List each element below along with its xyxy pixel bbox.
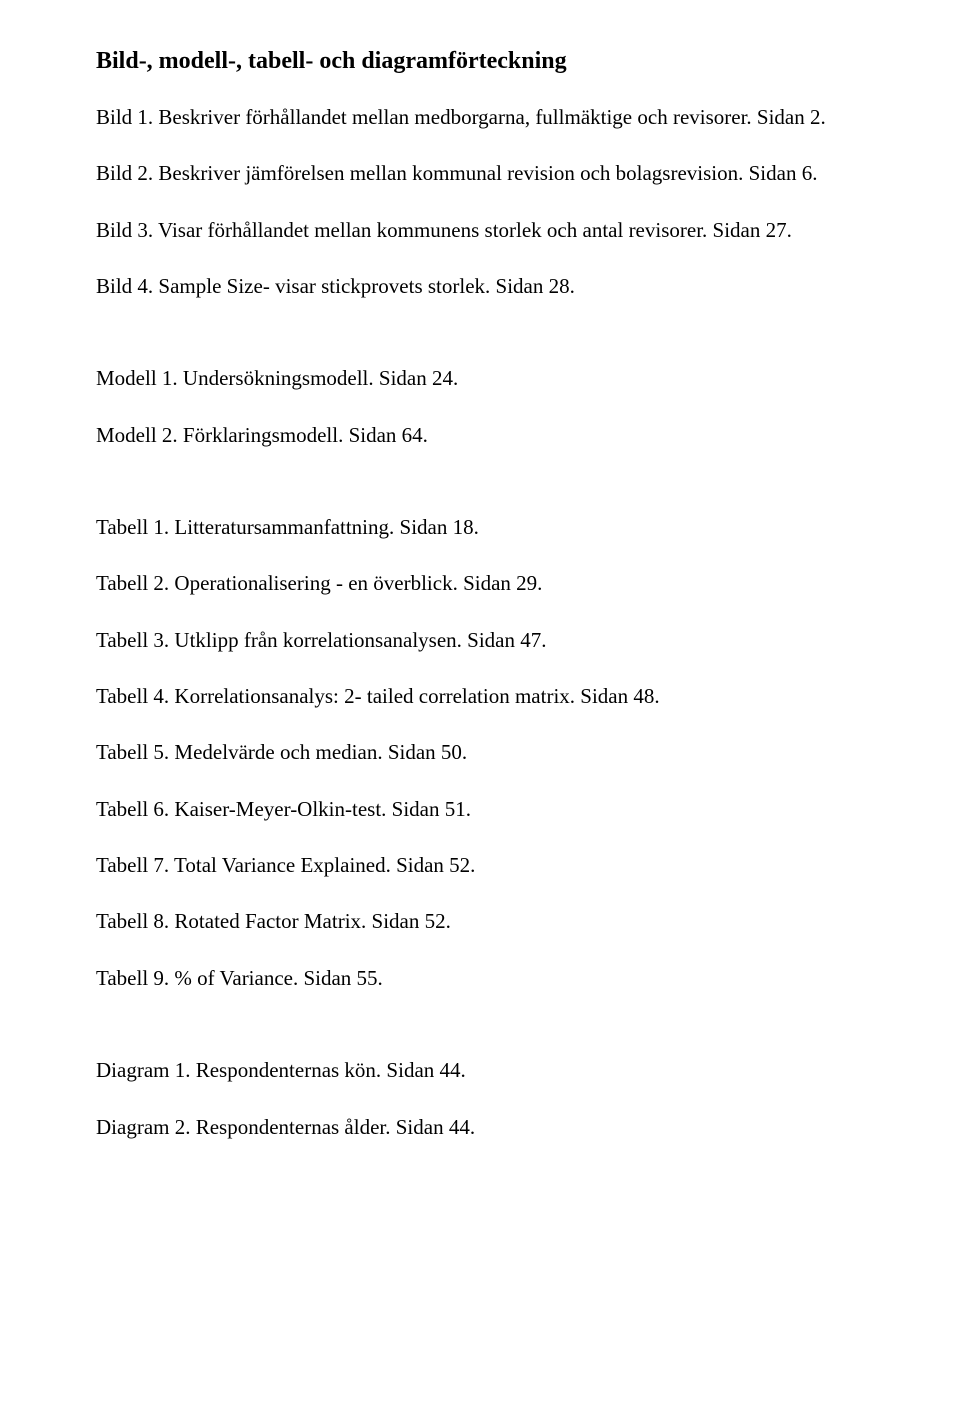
- bild-entry: Bild 2. Beskriver jämförelsen mellan kom…: [96, 159, 864, 187]
- tabell-entry: Tabell 9. % of Variance. Sidan 55.: [96, 964, 864, 992]
- tabell-entry: Tabell 1. Litteratursammanfattning. Sida…: [96, 513, 864, 541]
- bild-entry: Bild 3. Visar förhållandet mellan kommun…: [96, 216, 864, 244]
- tabell-entry: Tabell 3. Utklipp från korrelationsanaly…: [96, 626, 864, 654]
- diagram-entry: Diagram 2. Respondenternas ålder. Sidan …: [96, 1113, 864, 1141]
- tabell-entry: Tabell 4. Korrelationsanalys: 2- tailed …: [96, 682, 864, 710]
- bild-entry: Bild 4. Sample Size- visar stickprovets …: [96, 272, 864, 300]
- group-separator: [96, 1020, 864, 1056]
- group-separator: [96, 328, 864, 364]
- tabell-entry: Tabell 2. Operationalisering - en överbl…: [96, 569, 864, 597]
- group-separator: [96, 477, 864, 513]
- tabell-entry: Tabell 8. Rotated Factor Matrix. Sidan 5…: [96, 907, 864, 935]
- page-title: Bild-, modell-, tabell- och diagramförte…: [96, 48, 864, 75]
- tabell-entry: Tabell 6. Kaiser-Meyer-Olkin-test. Sidan…: [96, 795, 864, 823]
- document-page: Bild-, modell-, tabell- och diagramförte…: [0, 0, 960, 1427]
- tabell-entry: Tabell 7. Total Variance Explained. Sida…: [96, 851, 864, 879]
- bild-entry: Bild 1. Beskriver förhållandet mellan me…: [96, 103, 864, 131]
- diagram-entry: Diagram 1. Respondenternas kön. Sidan 44…: [96, 1056, 864, 1084]
- modell-entry: Modell 2. Förklaringsmodell. Sidan 64.: [96, 421, 864, 449]
- tabell-entry: Tabell 5. Medelvärde och median. Sidan 5…: [96, 738, 864, 766]
- modell-entry: Modell 1. Undersökningsmodell. Sidan 24.: [96, 364, 864, 392]
